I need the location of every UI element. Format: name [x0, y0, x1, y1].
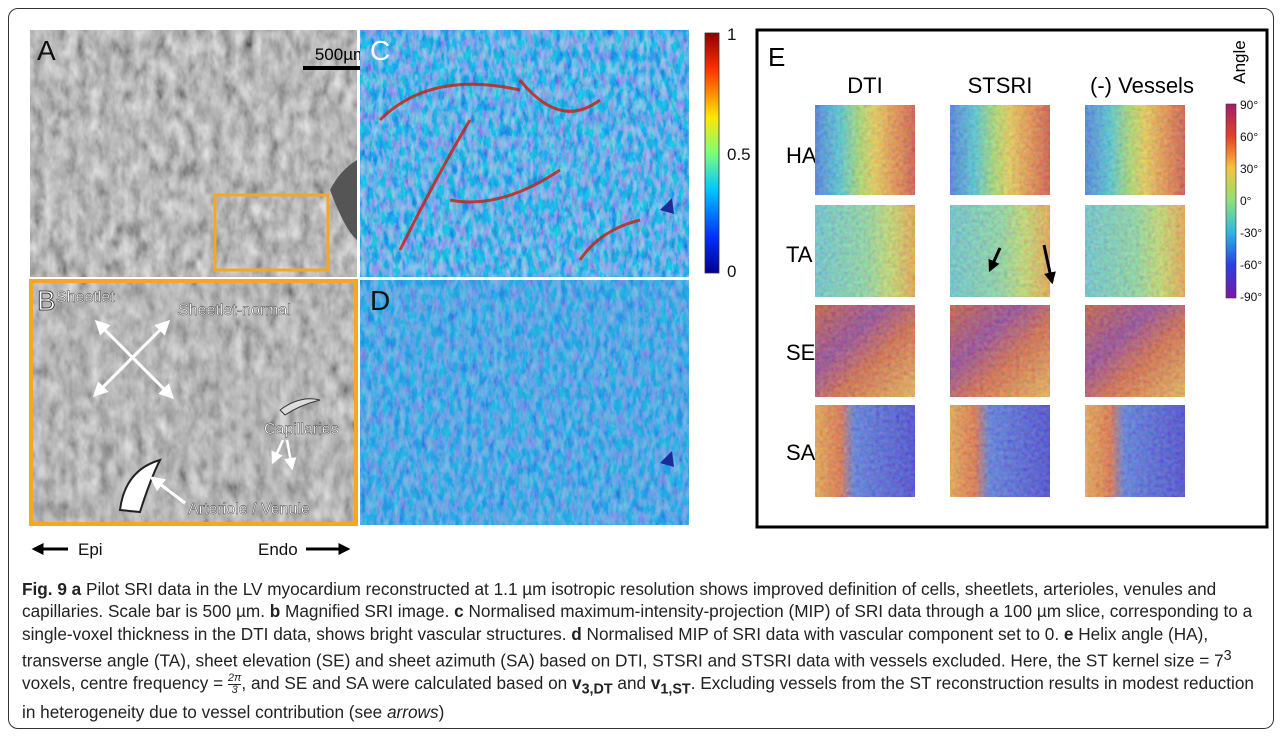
colorbar: 1 0.5 0 — [704, 25, 751, 281]
arrow — [284, 439, 297, 471]
gap — [815, 297, 1185, 305]
figure-number: Fig. 9 — [22, 579, 67, 599]
gap — [815, 397, 1185, 405]
annotation: Arteriole / Venule — [188, 501, 310, 518]
vessel — [279, 398, 321, 416]
fraction: 2π 3 — [227, 672, 242, 697]
panel-e: E DTI STSRI (-) Vessels Angle HA TA SE S… — [755, 28, 1269, 529]
caption-text: . Excluding vessels from the ST reconstr… — [22, 673, 1254, 723]
arrow — [271, 439, 285, 465]
scale-bar-label: 500µm — [315, 45, 367, 64]
row-label: SA — [786, 440, 816, 465]
caption-letter: e — [1063, 623, 1074, 644]
vessel-trace — [378, 79, 641, 261]
caption-emphasis: arrows — [386, 702, 439, 723]
panel-label: D — [370, 285, 390, 316]
panel-label: E — [768, 42, 785, 72]
colorbar-tick: -60° — [1240, 258, 1262, 272]
caption-text: Magnified SRI image. — [280, 601, 455, 622]
colorbar-tick: -90° — [1240, 290, 1262, 304]
edge-a — [330, 160, 357, 240]
arrowhead — [660, 198, 674, 214]
panel-label: C — [370, 35, 390, 66]
inset-border — [29, 279, 358, 526]
arrow — [988, 247, 1002, 273]
colorbar-tick: 90° — [1240, 98, 1258, 112]
texture-a — [30, 30, 357, 277]
vector-subscript: 3,DT — [581, 681, 613, 698]
colorbar-tick: -30° — [1240, 226, 1262, 240]
panel-label: B — [37, 285, 56, 316]
caption-text: voxels, centre frequency = — [22, 673, 228, 694]
inset-box — [213, 193, 330, 272]
colorbar-scale — [1225, 103, 1237, 299]
caption-letter: c — [454, 601, 464, 622]
vector-subscript: 1,ST — [660, 681, 691, 698]
vector: v — [572, 673, 582, 694]
caption-text: Normalised maximum-intensity-projection … — [22, 601, 1253, 644]
direction-label: Endo — [258, 540, 298, 559]
panel-b: B Sheetlet Sheetlet-normal Capillaries A… — [29, 279, 358, 526]
colorbar-tick: 1 — [727, 25, 736, 44]
colorbar-tick: 30° — [1240, 162, 1258, 176]
column-header: (-) Vessels — [1090, 73, 1194, 98]
gap — [1050, 105, 1085, 195]
arrow — [92, 319, 171, 398]
direction: Epi Endo — [31, 540, 351, 559]
gap — [815, 195, 1185, 205]
annotation: Sheetlet-normal — [178, 302, 291, 319]
row-label: SE — [786, 340, 815, 365]
colorbar-tick: 0° — [1240, 194, 1252, 208]
annotation: Capillaries — [264, 421, 339, 438]
direction-label: Epi — [78, 540, 103, 559]
row-label: HA — [786, 143, 817, 168]
column-header: DTI — [847, 73, 882, 98]
panel-c: C — [360, 30, 689, 277]
exponent: 3 — [1223, 648, 1232, 665]
row-label: TA — [786, 242, 813, 267]
colorbar-scale — [704, 32, 720, 274]
gap — [1050, 195, 1085, 497]
angle-maps — [815, 105, 1185, 497]
panel-label: A — [37, 35, 56, 66]
colorbar-tick: 0 — [727, 262, 736, 281]
colorbar-title: Angle — [1230, 40, 1249, 83]
caption-letter: a — [71, 579, 82, 599]
panel-a: 500µm A — [30, 30, 376, 277]
arrow — [149, 476, 186, 505]
vector: v — [650, 673, 661, 694]
gap — [915, 105, 950, 195]
figure-frame — [8, 8, 1274, 729]
texture-c — [360, 30, 689, 277]
colorbar-tick: 0.5 — [727, 145, 751, 164]
caption-text: and — [612, 673, 651, 694]
column-header: STSRI — [968, 73, 1033, 98]
panel-d: D — [360, 280, 689, 525]
caption: Fig. 9 a Pilot SRI data in the LV myocar… — [22, 578, 1264, 724]
caption-text: Pilot SRI data in the LV myocardium reco… — [22, 579, 1217, 622]
caption-text: Normalised MIP of SRI data with vascular… — [581, 623, 1064, 644]
colorbar-tick: 60° — [1240, 130, 1258, 144]
vessel — [118, 458, 162, 514]
caption-text: Helix angle (HA), transverse angle (TA),… — [22, 623, 1224, 671]
numerator: 2π — [227, 672, 242, 686]
arrow — [1042, 244, 1056, 285]
caption-text: ) — [438, 702, 445, 723]
caption-text: , and SE and SA were calculated based on — [241, 673, 572, 694]
caption-letter: d — [571, 623, 582, 644]
gap — [915, 195, 950, 497]
annotation: Sheetlet — [56, 289, 115, 306]
figure: 500µm A B Sheetlet Sheetlet-normal Capil… — [29, 25, 1269, 559]
denominator: 3 — [231, 684, 238, 697]
arrowhead — [660, 451, 674, 467]
texture-d — [360, 280, 689, 525]
caption-letter: b — [269, 601, 281, 622]
